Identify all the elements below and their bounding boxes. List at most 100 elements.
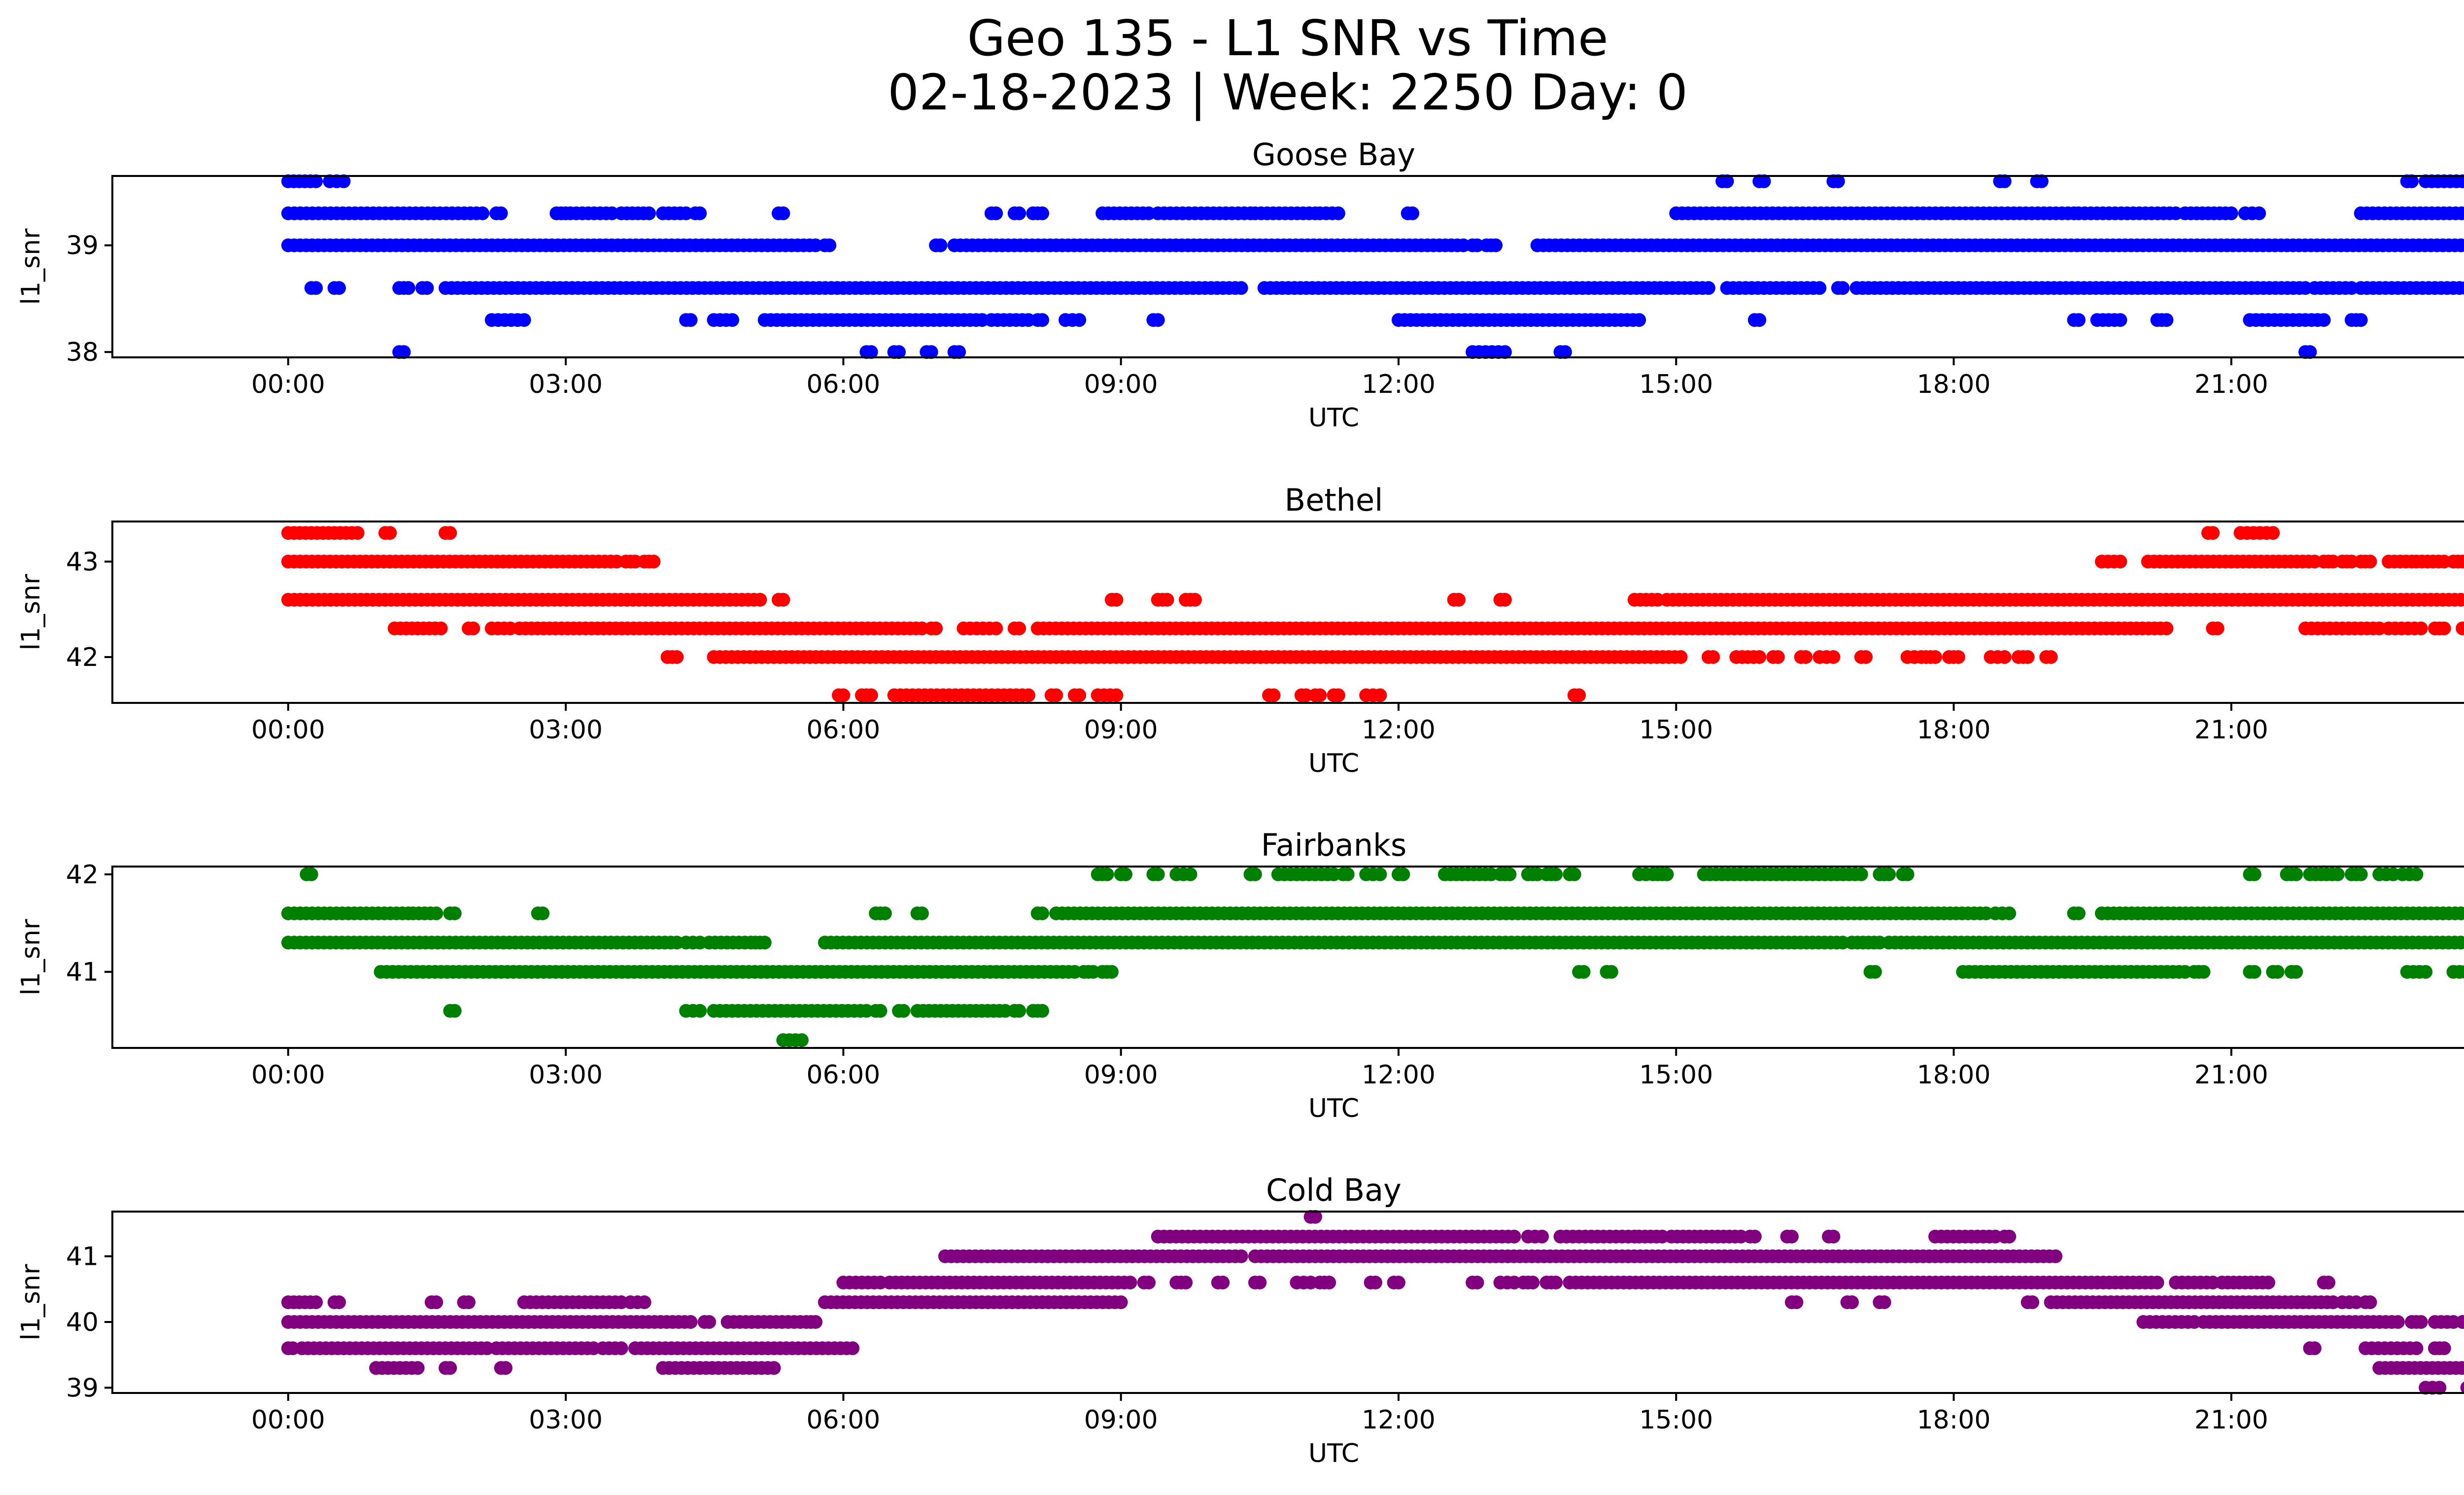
data-point <box>2252 206 2266 220</box>
data-point <box>2247 867 2261 881</box>
x-axis: 00:00 03:00 06:00 09:00 12:00 15:00 18:00 21:00… <box>251 1393 2268 1468</box>
data-point <box>2461 207 2464 219</box>
data-point <box>1877 1295 1891 1309</box>
data-point <box>1114 1295 1128 1309</box>
data-point <box>2460 907 2464 920</box>
data-point <box>776 206 790 220</box>
data-point <box>753 592 767 607</box>
data-point <box>864 688 878 702</box>
x-tick-label: 12:00 <box>1362 370 1436 399</box>
data-point <box>1072 688 1087 702</box>
data-point <box>443 526 457 540</box>
data-point <box>466 621 480 635</box>
data-point <box>1799 650 1813 664</box>
data-point <box>2354 867 2368 881</box>
x-tick-label: 12:00 <box>1362 1405 1436 1435</box>
data-point <box>1845 1295 1859 1309</box>
panel-title: Cold Bay <box>1266 1172 1402 1208</box>
data-point <box>1900 867 1915 881</box>
data-point <box>836 688 851 702</box>
data-point <box>637 1295 651 1309</box>
data-point <box>878 906 892 920</box>
figure-title-line2: 02-18-2023 | Week: 2250 Day: 0 <box>888 64 1687 121</box>
data-point <box>614 1341 628 1356</box>
data-point <box>1391 1276 1405 1289</box>
y-tick-label: 43 <box>66 547 99 577</box>
data-point <box>924 345 938 359</box>
data-point <box>309 1295 323 1309</box>
scatter-series <box>281 526 2464 702</box>
x-axis-label: UTC <box>1308 1094 1359 1123</box>
data-point <box>517 313 531 327</box>
x-tick-label: 06:00 <box>806 370 880 399</box>
x-axis: 00:00 03:00 06:00 09:00 12:00 15:00 18:00 21:00… <box>251 357 2268 433</box>
data-point <box>1470 1276 1484 1289</box>
data-point <box>1109 688 1124 702</box>
x-tick-label: 15:00 <box>1639 715 1713 745</box>
data-point <box>1035 906 1049 920</box>
y-tick-label: 42 <box>66 643 99 672</box>
figure-title-line1: Geo 135 - L1 SNR vs Time <box>967 9 1608 67</box>
data-point <box>670 650 684 664</box>
data-point <box>2025 1295 2040 1309</box>
data-point <box>2159 621 2174 635</box>
data-point <box>1813 281 1827 295</box>
data-point <box>1266 688 1281 702</box>
x-tick-label: 12:00 <box>1362 715 1436 745</box>
axes-frame <box>111 521 2464 704</box>
x-tick-label: 15:00 <box>1639 370 1713 399</box>
data-point <box>2330 867 2345 881</box>
data-point <box>2363 1295 2377 1309</box>
data-point <box>309 174 323 188</box>
data-point <box>2196 965 2211 979</box>
y-tick-label: 38 <box>66 338 99 367</box>
data-point <box>1021 688 1035 702</box>
data-point <box>1526 1276 1540 1289</box>
x-tick-label: 00:00 <box>251 1405 325 1435</box>
data-point <box>1322 1276 1336 1289</box>
data-point <box>1549 867 1563 881</box>
data-point <box>2261 1276 2275 1289</box>
data-point <box>2289 965 2303 979</box>
data-point <box>1747 1229 1762 1244</box>
data-point <box>915 906 929 920</box>
data-point <box>1558 345 1572 359</box>
data-point <box>2460 593 2464 606</box>
y-tick-label: 42 <box>66 860 99 890</box>
data-point <box>2049 1249 2063 1263</box>
data-point <box>2432 1381 2447 1395</box>
data-point <box>1340 867 1355 881</box>
data-point <box>846 1341 860 1356</box>
panel-goose-bay: Goose Bay 00:00 03:00 06:00 09:00 12:00 15:00 1… <box>16 137 2464 433</box>
x-tick-label: 09:00 <box>1084 715 1158 745</box>
data-point <box>776 592 790 607</box>
x-axis-label: UTC <box>1308 1439 1359 1468</box>
data-point <box>1119 867 1132 881</box>
data-point <box>1836 281 1850 295</box>
x-tick-label: 18:00 <box>1917 715 1991 745</box>
y-axis: 39 40 41 l1_snr <box>16 1242 112 1403</box>
data-point <box>1313 688 1327 702</box>
axes-frame <box>111 175 2464 358</box>
data-point <box>1660 867 1674 881</box>
data-point <box>443 1361 457 1375</box>
data-point <box>2247 965 2261 979</box>
data-point <box>304 867 318 881</box>
data-point <box>864 345 878 359</box>
data-point <box>693 206 707 220</box>
data-point <box>1576 965 1591 979</box>
data-point <box>2044 650 2058 664</box>
data-point <box>1160 592 1174 607</box>
panel-bethel: Bethel 00:00 03:00 06:00 09:00 12:00 15:00 18:0… <box>16 482 2464 778</box>
data-point <box>2456 621 2464 635</box>
data-point <box>1405 206 1420 220</box>
data-point <box>1049 688 1063 702</box>
axes-frame <box>111 1211 2464 1394</box>
data-point <box>411 1361 425 1375</box>
data-point <box>1188 592 1202 607</box>
data-point <box>1331 688 1345 702</box>
data-point <box>1928 650 1942 664</box>
data-point <box>1035 206 1049 220</box>
data-point <box>2456 555 2464 569</box>
data-point <box>2456 174 2464 188</box>
